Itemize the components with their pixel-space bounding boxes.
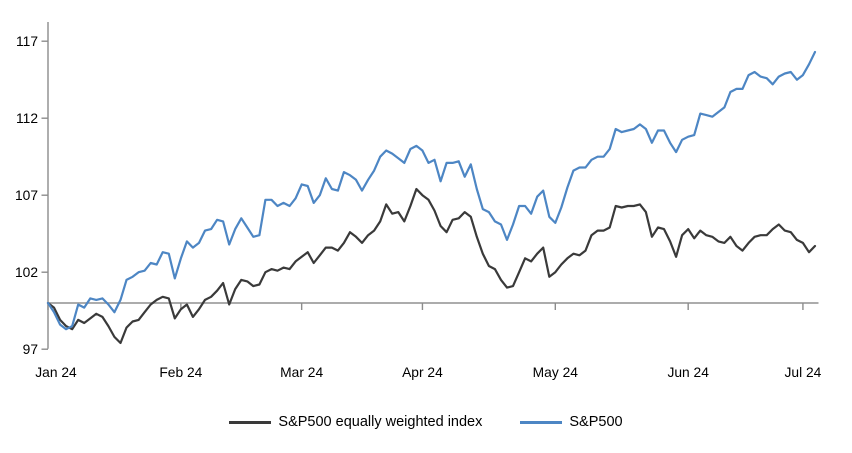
x-tick-label: Jan 24 — [35, 365, 77, 380]
line-chart-canvas: 97 102 107 112 117 Jan 24 Feb 24 Mar 24 Apr 24 Ma… — [15, 22, 822, 380]
legend-label-equal-weighted: S&P500 equally weighted index — [278, 414, 483, 430]
y-axis-ticks: 97 102 107 112 117 — [15, 34, 48, 357]
x-axis-ticks: Jan 24 Feb 24 Mar 24 Apr 24 May 24 Jun 24 Jul … — [35, 303, 822, 380]
legend-label-sp500: S&P500 — [569, 414, 623, 430]
x-tick-label: Mar 24 — [280, 365, 323, 380]
legend-line-swatch-equal-weighted — [229, 420, 272, 424]
legend-line-swatch-sp500 — [520, 420, 563, 424]
x-tick-label: Feb 24 — [159, 365, 202, 380]
y-tick-label: 112 — [16, 111, 38, 126]
y-tick-label: 117 — [16, 34, 38, 49]
x-tick-label: Jun 24 — [667, 365, 709, 380]
y-tick-label: 102 — [15, 265, 38, 280]
y-tick-label: 97 — [23, 342, 38, 357]
x-tick-label: Jul 24 — [785, 365, 822, 380]
legend-item-equal-weighted: S&P500 equally weighted index — [229, 414, 482, 430]
series-line-sp500 — [46, 50, 817, 331]
axes — [47, 22, 819, 349]
y-tick-label: 107 — [15, 188, 38, 203]
chart-legend: S&P500 equally weighted index S&P500 — [0, 406, 852, 438]
series-line-equal-weighted — [46, 187, 817, 345]
x-tick-label: Apr 24 — [402, 365, 443, 380]
legend-item-sp500: S&P500 — [520, 414, 623, 430]
x-tick-label: May 24 — [533, 365, 579, 380]
